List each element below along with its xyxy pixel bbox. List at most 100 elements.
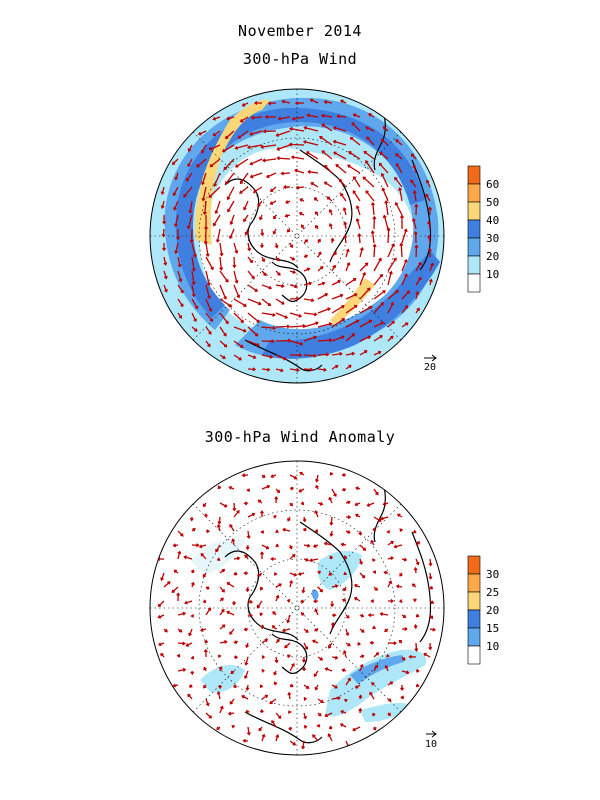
wind-arrow — [373, 274, 383, 286]
wind-arrowhead — [245, 588, 250, 593]
wind-arrowhead — [216, 523, 221, 528]
wind-arrowhead — [284, 315, 289, 319]
wind-arrow — [247, 513, 255, 518]
wind-arrowhead — [371, 558, 376, 563]
wind-arrowhead — [249, 161, 253, 166]
wind-arrowhead — [395, 162, 400, 167]
wind-arrow — [235, 144, 249, 150]
wind-arrow — [247, 312, 260, 323]
wind-arrowhead — [176, 236, 181, 241]
wind-arrow — [331, 294, 343, 300]
wind-arrowhead — [299, 471, 303, 476]
wind-arrowhead — [264, 694, 269, 699]
wind-arrowhead — [365, 190, 369, 194]
wind-arrow — [219, 502, 227, 508]
wind-arrow — [324, 181, 333, 188]
wind-arrowhead — [314, 510, 318, 514]
wind-arrowhead — [347, 500, 351, 505]
wind-arrowhead — [329, 555, 333, 560]
wind-arrowhead — [363, 150, 367, 155]
wind-arrowhead — [282, 527, 286, 532]
wind-arrowhead — [189, 684, 193, 688]
wind-arrowhead — [404, 273, 408, 278]
wind-arrowhead — [250, 115, 255, 120]
wind-arrowhead — [176, 653, 181, 658]
wind-arrowhead — [289, 579, 294, 584]
wind-arrow — [303, 354, 316, 357]
wind-arrowhead — [362, 176, 366, 180]
wind-arrowhead — [208, 194, 212, 198]
wind-arrowhead — [328, 496, 333, 501]
wind-arrow — [205, 326, 212, 335]
wind-arrowhead — [369, 305, 373, 310]
wind-arrowhead — [398, 599, 403, 604]
wind-arrow — [247, 298, 261, 305]
wind-arrow — [247, 284, 258, 292]
wind-arrowhead — [315, 321, 319, 326]
wind-arrowhead — [413, 623, 418, 628]
wind-arrowhead — [333, 251, 337, 255]
wind-arrow — [205, 712, 212, 719]
wind-arrowhead — [276, 257, 280, 262]
wind-arrowhead — [326, 196, 331, 200]
wind-arrowhead — [212, 132, 216, 137]
wind-arrow — [191, 270, 195, 285]
wind-arrowhead — [215, 239, 220, 243]
wind-arrow — [413, 165, 417, 174]
wind-arrowhead — [408, 654, 412, 659]
wind-arrowhead — [277, 272, 281, 276]
wind-arrowhead — [256, 342, 260, 347]
wind-vectors — [160, 98, 435, 373]
wind-arrowhead — [174, 176, 179, 181]
wind-arrow — [331, 352, 342, 356]
wind-arrowhead — [313, 335, 317, 340]
wind-arrow — [247, 340, 259, 346]
wind-arrow — [251, 116, 263, 119]
wind-arrowhead — [179, 629, 183, 633]
wind-arrowhead — [229, 221, 234, 226]
wind-arrowhead — [302, 140, 307, 144]
wind-arrowhead — [319, 589, 323, 593]
wind-arrowhead — [324, 164, 328, 169]
wind-arrowhead — [172, 683, 176, 688]
wind-arrowhead — [315, 224, 319, 229]
wind-arrowhead — [243, 218, 247, 223]
wind-arrow — [277, 144, 291, 151]
wind-arrowhead — [171, 589, 175, 593]
wind-arrowhead — [232, 507, 237, 512]
wind-arrowhead — [280, 368, 284, 373]
wind-arrowhead — [240, 344, 244, 348]
wind-arrowhead — [354, 685, 359, 689]
wind-arrow — [233, 284, 240, 298]
wind-arrow — [261, 544, 269, 549]
wind-arrowhead — [261, 668, 265, 673]
wind-arrowhead — [355, 205, 360, 209]
wind-arrowhead — [329, 533, 334, 537]
wind-arrow — [191, 312, 197, 322]
wind-arrowhead — [382, 502, 387, 506]
wind-arrowhead — [246, 488, 251, 493]
wind-arrowhead — [382, 126, 387, 130]
wind-arrowhead — [352, 176, 357, 180]
wind-arrowhead — [352, 190, 356, 194]
wind-arrowhead — [394, 176, 398, 181]
wind-colorbar-tick-60: 60 — [486, 178, 499, 191]
wind-arrow — [353, 176, 361, 188]
wind-arrow — [287, 614, 291, 623]
wind-arrowhead — [157, 642, 162, 647]
wind-arrowhead — [253, 189, 257, 193]
wind-arrowhead — [306, 543, 311, 548]
wind-arrowhead — [321, 150, 325, 154]
wind-arrow — [415, 262, 422, 272]
wind-arrowhead — [234, 250, 239, 254]
wind-arrowhead — [208, 331, 212, 335]
wind-arrowhead — [429, 585, 434, 590]
wind-arrowhead — [333, 493, 337, 497]
wind-arrowhead — [191, 581, 195, 586]
wind-arrowhead — [275, 543, 280, 548]
wind-arrowhead — [347, 642, 351, 647]
anomaly-shading-light-1 — [325, 649, 427, 717]
wind-arrowhead — [306, 685, 310, 689]
wind-arrowhead — [310, 298, 315, 303]
wind-arrowhead — [290, 155, 295, 160]
